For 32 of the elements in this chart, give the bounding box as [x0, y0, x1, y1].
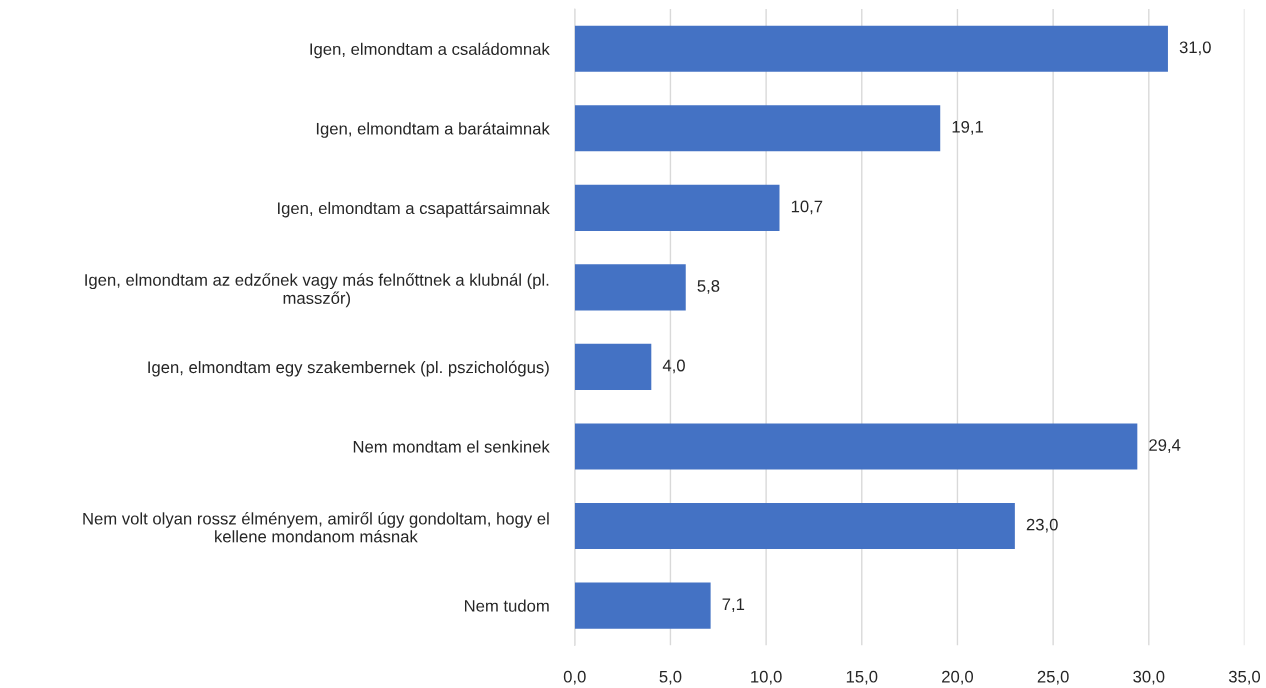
- x-tick-label: 10,0: [751, 670, 782, 685]
- y-tick-label: Nem volt olyan rossz élményem, amiről úgy gondoltam, hogy el kellene mondanom másnak: [83, 512, 549, 543]
- y-tick-label: Igen, elmondtam a barátaimnak: [316, 122, 550, 138]
- bar: [574, 184, 780, 231]
- bar: [574, 423, 1138, 470]
- bar: [574, 264, 686, 311]
- x-tick-label: 15,0: [846, 670, 878, 685]
- data-label: 4,0: [662, 359, 685, 374]
- data-label: 31,0: [1179, 41, 1211, 56]
- y-tick-label: Nem mondtam el senkinek: [353, 440, 550, 453]
- data-label: 10,7: [791, 200, 823, 215]
- data-label: 23,0: [1026, 518, 1058, 533]
- x-tick-label: 25,0: [1037, 670, 1069, 685]
- y-tick-label: Igen, elmondtam a családomnak: [310, 42, 550, 59]
- bar: [574, 502, 1015, 550]
- y-tick-label: Igen, elmondtam a csapattársaimnak: [278, 201, 550, 218]
- x-tick-label: 5,0: [659, 670, 682, 685]
- x-tick-label: 20,0: [942, 670, 974, 685]
- y-tick-label: Nem tudom: [465, 599, 549, 612]
- y-tick-label: Igen, elmondtam egy szakembernek (pl. pszichológus): [148, 360, 549, 377]
- bar: [574, 25, 1168, 72]
- data-label: 5,8: [697, 280, 720, 294]
- bar: [574, 343, 652, 390]
- bar: [574, 582, 711, 629]
- bar: [574, 105, 941, 152]
- data-label: 19,1: [952, 120, 983, 135]
- x-tick-label: 35,0: [1228, 670, 1261, 685]
- x-tick-label: 0,0: [563, 670, 586, 685]
- data-label: 7,1: [722, 598, 745, 613]
- x-tick-label: 30,0: [1133, 670, 1165, 685]
- y-tick-label: Igen, elmondtam az edzőnek vagy más felnőttnek a klubnál (pl. masszőr): [85, 273, 549, 308]
- data-label: 29,4: [1149, 439, 1181, 453]
